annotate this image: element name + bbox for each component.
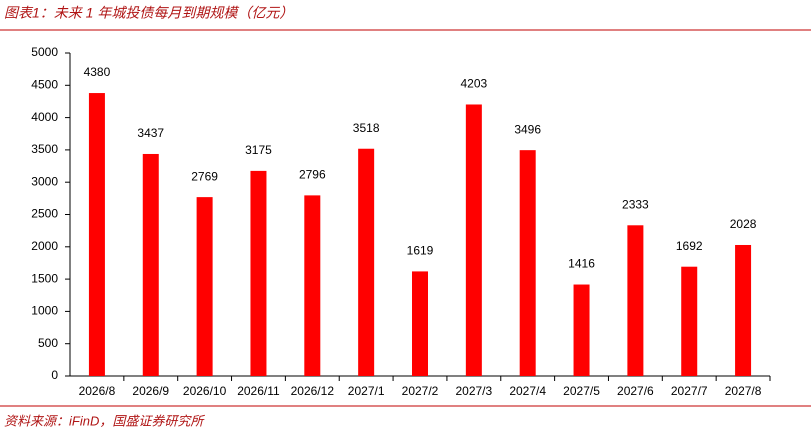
x-tick-label: 2027/4 bbox=[509, 384, 546, 398]
chart-title: 图表1：未来 1 年城投债每月到期规模（亿元） bbox=[4, 5, 293, 21]
bar bbox=[465, 104, 482, 376]
bar bbox=[412, 271, 428, 376]
data-label: 3496 bbox=[514, 122, 541, 136]
x-tick-label: 2026/9 bbox=[132, 384, 169, 398]
data-label: 3175 bbox=[245, 143, 272, 157]
bar bbox=[304, 195, 321, 376]
x-tick-label: 2027/8 bbox=[725, 384, 762, 398]
x-tick-label: 2027/3 bbox=[455, 384, 492, 398]
y-tick-label: 2500 bbox=[31, 207, 58, 221]
bar bbox=[196, 197, 213, 376]
bar bbox=[627, 225, 644, 376]
bar bbox=[519, 150, 536, 376]
y-tick-label: 3000 bbox=[31, 174, 58, 188]
bar bbox=[681, 266, 698, 376]
bar bbox=[735, 244, 752, 376]
data-label: 1416 bbox=[568, 257, 595, 271]
bar bbox=[573, 284, 590, 376]
data-label: 1619 bbox=[407, 244, 434, 258]
y-tick-label: 2000 bbox=[31, 239, 58, 253]
x-tick-label: 2027/7 bbox=[671, 384, 708, 398]
x-tick-label: 2027/2 bbox=[402, 384, 439, 398]
y-tick-label: 5000 bbox=[31, 45, 58, 59]
data-label: 2028 bbox=[730, 217, 757, 231]
y-tick-label: 4500 bbox=[31, 77, 58, 91]
data-label: 3518 bbox=[353, 121, 380, 135]
data-label: 2769 bbox=[191, 169, 218, 183]
x-tick-label: 2026/12 bbox=[291, 384, 335, 398]
y-tick-label: 3500 bbox=[31, 142, 58, 156]
bar bbox=[250, 170, 267, 376]
data-label: 4203 bbox=[460, 77, 487, 91]
x-tick-label: 2027/5 bbox=[563, 384, 600, 398]
x-tick-label: 2026/10 bbox=[183, 384, 227, 398]
y-tick-label: 1500 bbox=[31, 271, 58, 285]
y-tick-label: 1000 bbox=[31, 304, 58, 318]
x-tick-label: 2027/6 bbox=[617, 384, 654, 398]
y-tick-label: 4000 bbox=[31, 110, 58, 124]
bar bbox=[358, 148, 375, 376]
x-tick-label: 2026/8 bbox=[79, 384, 116, 398]
x-tick-label: 2026/11 bbox=[237, 384, 280, 398]
data-label: 2796 bbox=[299, 168, 326, 182]
bar bbox=[88, 93, 105, 376]
source: 资料来源：iFinD，国盛证券研究所 bbox=[4, 413, 205, 428]
y-tick-label: 0 bbox=[51, 368, 58, 382]
data-label: 4380 bbox=[84, 65, 111, 79]
y-tick-label: 500 bbox=[38, 336, 58, 350]
data-label: 1692 bbox=[676, 239, 703, 253]
bar bbox=[142, 153, 159, 376]
x-tick-label: 2027/1 bbox=[348, 384, 385, 398]
data-label: 3437 bbox=[137, 126, 164, 140]
data-label: 2333 bbox=[622, 197, 649, 211]
